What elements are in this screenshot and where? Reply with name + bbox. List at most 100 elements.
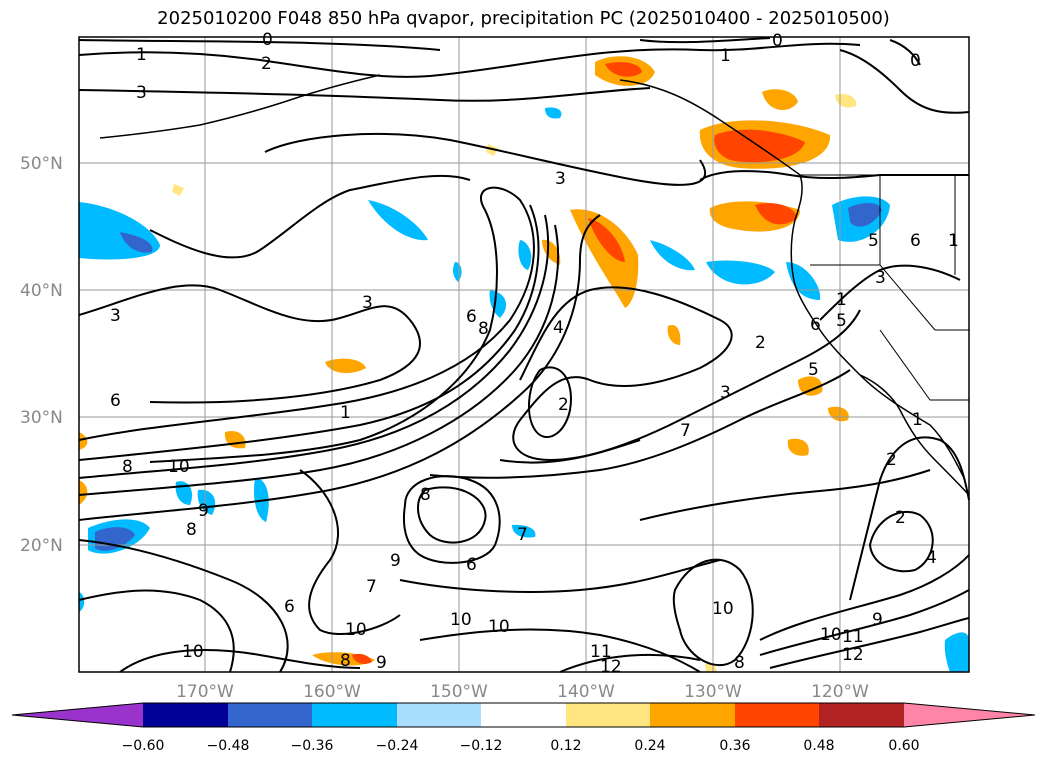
contour-label: 2 xyxy=(895,508,906,528)
contour-label: 10 xyxy=(712,599,734,619)
shade-pos xyxy=(79,432,88,450)
contour-label: 11 xyxy=(842,627,864,647)
coastline-outline xyxy=(859,374,970,496)
contour-line xyxy=(429,369,851,479)
contour-label: 10 xyxy=(450,610,472,630)
contour-label: 9 xyxy=(198,501,209,521)
contour-label: 6 xyxy=(466,307,477,327)
lat-axis: 50°N 40°N 30°N 20°N xyxy=(20,154,63,556)
contour-line xyxy=(264,133,707,186)
contour-label: 3 xyxy=(110,306,121,326)
contour-line xyxy=(78,42,861,78)
contour-line xyxy=(399,559,721,593)
contour-line xyxy=(528,366,572,439)
colorbar-tick-label: 0.24 xyxy=(634,738,665,754)
colorbar-tick-label: 0.12 xyxy=(550,738,581,754)
contour-label: 3 xyxy=(136,83,147,103)
colorbar-tick-label: −0.24 xyxy=(376,738,419,754)
contour-line xyxy=(402,475,501,564)
colorbar-segment xyxy=(819,703,904,727)
contour-line xyxy=(78,589,235,673)
contour-label: 7 xyxy=(680,421,691,441)
contour-label: 12 xyxy=(600,657,622,677)
colorbar-tick-label: −0.12 xyxy=(460,738,503,754)
contour-line xyxy=(759,589,970,656)
border-line xyxy=(879,175,936,331)
contour-label: 8 xyxy=(122,457,133,477)
contour-line xyxy=(639,37,771,44)
contour-label: 3 xyxy=(720,383,731,403)
contour-label: 6 xyxy=(810,315,821,335)
contour-line xyxy=(839,49,970,114)
shade-neg xyxy=(79,592,85,612)
contour-label: 12 xyxy=(842,645,864,665)
colorbar: −0.60 −0.48 −0.36 −0.24 −0.12 0.12 0.24 … xyxy=(11,702,1036,754)
colorbar-tick-label: −0.48 xyxy=(207,738,250,754)
contour-label: 10 xyxy=(182,642,204,662)
colorbar-segment xyxy=(397,703,481,727)
contour-line xyxy=(819,264,961,321)
shade-neg xyxy=(650,240,695,271)
contour-label: 9 xyxy=(390,551,401,571)
contour-label: 1 xyxy=(836,290,847,310)
map-title: 2025010200 F048 850 hPa qvapor, precipit… xyxy=(157,8,890,29)
contour-line xyxy=(78,224,559,496)
contour-label: 8 xyxy=(478,319,489,339)
contour-label: 3 xyxy=(555,169,566,189)
map-panel: 1 2 3 1 0 0 3 3 3 3 6 8 4 2 2 3 6 7 1 10… xyxy=(78,30,970,677)
contour-line xyxy=(559,653,701,673)
qvapor-contours xyxy=(78,37,970,673)
contour-label: 6 xyxy=(110,391,121,411)
contour-label: 4 xyxy=(926,548,937,568)
contour-line xyxy=(672,558,754,667)
contour-label: 0 xyxy=(772,31,783,51)
contour-label: 9 xyxy=(376,653,387,673)
contour-line xyxy=(78,214,550,479)
contour-label: 8 xyxy=(420,485,431,505)
contour-line xyxy=(759,554,970,641)
shade-neg xyxy=(518,240,532,270)
contour-label: 0 xyxy=(262,30,273,50)
colorbar-segment xyxy=(481,703,566,727)
colorbar-tick-label: 0.36 xyxy=(719,738,750,754)
contour-label: 10 xyxy=(488,617,510,637)
contour-label: 11 xyxy=(590,642,612,662)
contour-line xyxy=(499,309,861,464)
lon-label-170: 170°W xyxy=(176,682,234,702)
contour-label: 5 xyxy=(808,360,819,380)
shade-pos xyxy=(798,376,823,396)
contour-label: 1 xyxy=(340,403,351,423)
contour-label: 8 xyxy=(734,653,745,673)
shade-pos xyxy=(79,480,88,505)
contour-line xyxy=(699,170,969,181)
contour-label: 6 xyxy=(910,231,921,251)
border-line xyxy=(879,329,969,401)
lon-label-130: 130°W xyxy=(684,682,742,702)
shade-pos xyxy=(762,89,798,111)
contour-line xyxy=(78,39,441,51)
contour-label: 5 xyxy=(868,231,879,251)
contour-label: 6 xyxy=(284,597,295,617)
shade-pos xyxy=(325,358,366,374)
contour-line xyxy=(78,214,601,521)
colorbar-segment xyxy=(735,703,819,727)
lon-label-140: 140°W xyxy=(557,682,615,702)
contour-label: 8 xyxy=(186,520,197,540)
contour-line xyxy=(78,539,289,673)
contour-label: 0 xyxy=(910,51,921,71)
colorbar-segment xyxy=(228,703,312,727)
contour-label: 1 xyxy=(948,231,959,251)
contour-label: 7 xyxy=(366,577,377,597)
shade-neg xyxy=(512,524,536,538)
coastline-outline xyxy=(99,74,381,139)
shade-pos xyxy=(588,218,625,262)
colorbar-extend-high xyxy=(904,703,1035,727)
lat-label-40: 40°N xyxy=(20,281,63,301)
shade-pos xyxy=(605,62,642,77)
coastline-outline xyxy=(619,79,966,481)
colorbar-segment xyxy=(143,703,228,727)
contour-line xyxy=(417,486,487,544)
contour-label: 10 xyxy=(345,620,367,640)
shade-pos xyxy=(828,406,849,422)
lat-label-20: 20°N xyxy=(20,536,63,556)
